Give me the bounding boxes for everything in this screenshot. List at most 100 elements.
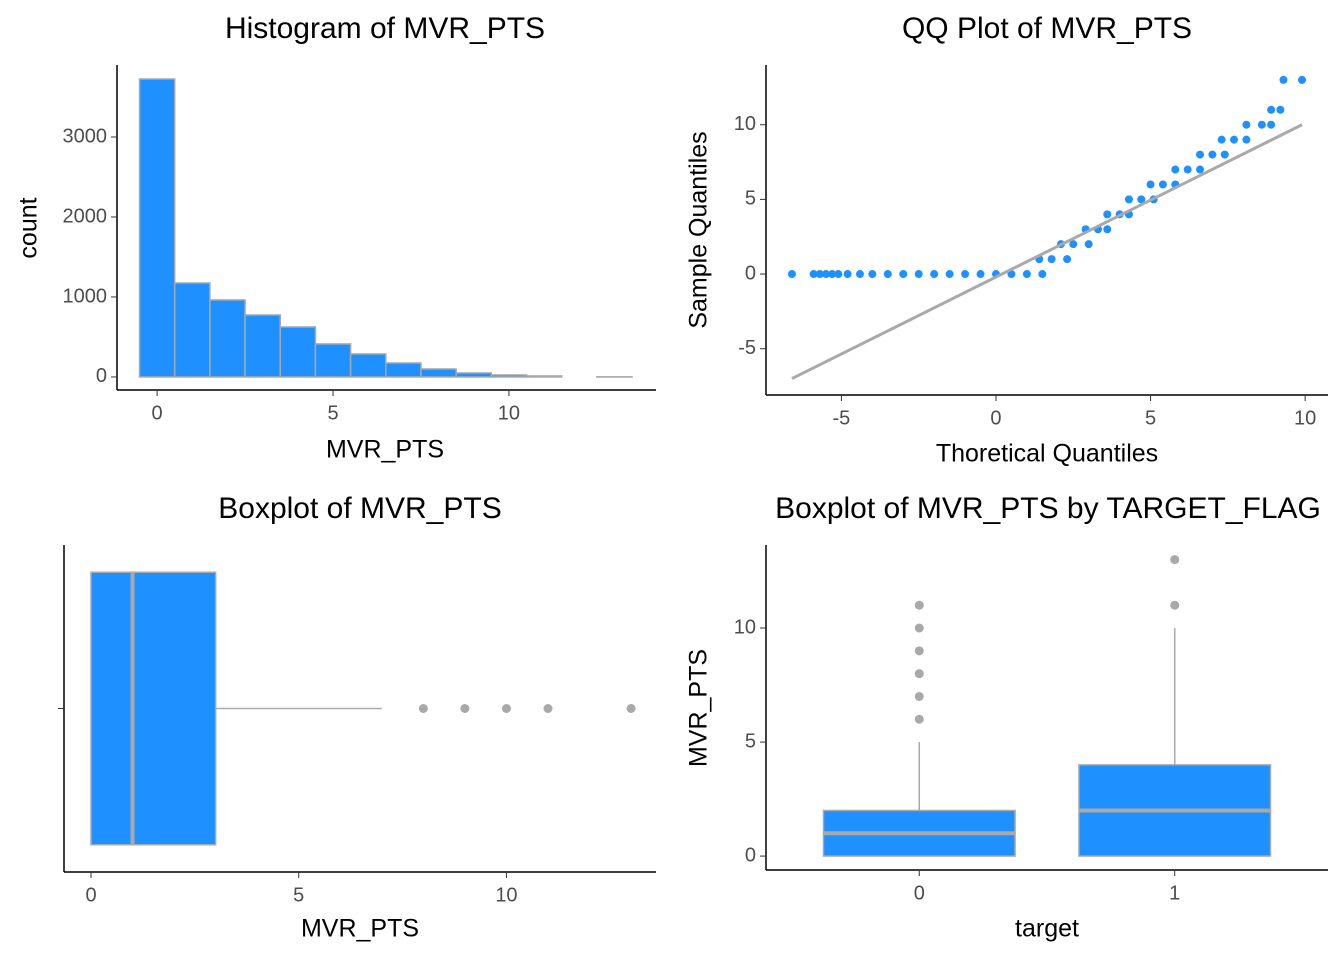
y-axis-label: count [15, 197, 43, 258]
bar [455, 372, 493, 378]
x-tick-label: 0 [990, 407, 1001, 429]
y-tick-label: 3000 [63, 125, 108, 147]
point [1183, 165, 1192, 174]
bar [173, 282, 211, 378]
outlier [1170, 555, 1180, 565]
point [815, 270, 824, 279]
y-tick-label: 0 [745, 844, 756, 866]
point [1063, 255, 1072, 264]
bar [420, 368, 457, 378]
point [1171, 165, 1180, 174]
outlier [914, 623, 924, 633]
point [1022, 270, 1031, 279]
point [1257, 120, 1266, 129]
point [1217, 135, 1226, 144]
point [1103, 210, 1112, 219]
outlier [501, 704, 511, 713]
bar [490, 374, 528, 378]
outlier [418, 704, 428, 713]
point [821, 270, 830, 279]
outlier [914, 646, 924, 656]
bar [138, 78, 176, 378]
x-axis-label: MVR_PTS [301, 915, 419, 943]
point [945, 270, 954, 279]
x-tick-label: 10 [1294, 407, 1316, 429]
bar [349, 353, 387, 378]
y-tick-label: 0 [745, 262, 756, 284]
bar [525, 375, 563, 378]
point [1242, 135, 1251, 144]
y-tick-label: 10 [734, 113, 756, 135]
x-tick-label: -5 [833, 407, 851, 429]
bar [209, 299, 246, 378]
point [1267, 105, 1276, 114]
outlier [914, 691, 924, 701]
x-axis-label: target [1015, 915, 1079, 943]
y-tick-label: 5 [745, 188, 756, 210]
point [1137, 195, 1146, 204]
y-axis-label: MVR_PTS [685, 649, 713, 767]
x-tick-label: 1 [1169, 882, 1180, 904]
y-tick-label: 0 [96, 365, 107, 387]
reference-line [791, 123, 1303, 380]
outlier [914, 600, 924, 610]
outlier [914, 714, 924, 724]
point [961, 270, 970, 279]
point [1279, 75, 1288, 84]
x-axis-label: Thoretical Quantiles [936, 440, 1158, 468]
point [1047, 255, 1056, 264]
point [1069, 240, 1078, 249]
point [1103, 225, 1112, 234]
point [1208, 150, 1217, 159]
point [1084, 240, 1093, 249]
outlier [914, 669, 924, 679]
point [1196, 150, 1205, 159]
y-axis-label: Sample Quantiles [685, 131, 713, 328]
bar [279, 326, 317, 378]
point [930, 270, 939, 279]
y-tick-label: 2000 [63, 205, 108, 227]
point [809, 270, 818, 279]
point [843, 270, 852, 279]
point [1267, 120, 1276, 129]
outlier [626, 704, 636, 713]
x-axis-label: MVR_PTS [326, 436, 444, 464]
x-tick-label: 0 [914, 882, 925, 904]
bar [385, 362, 422, 378]
outlier [460, 704, 470, 713]
point [1298, 75, 1307, 84]
point [1276, 105, 1285, 114]
point [1124, 195, 1133, 204]
point [1196, 165, 1205, 174]
point [1230, 135, 1239, 144]
chart-title: Histogram of MVR_PTS [225, 12, 545, 45]
point [868, 270, 877, 279]
y-tick-label: 5 [745, 730, 756, 752]
x-tick-label: 5 [1145, 407, 1156, 429]
point [914, 270, 923, 279]
chart-title: QQ Plot of MVR_PTS [902, 12, 1192, 45]
outlier [543, 704, 553, 713]
x-tick-label: 0 [85, 884, 96, 906]
point [1158, 180, 1167, 189]
point [976, 270, 985, 279]
box [90, 571, 217, 846]
x-tick-label: 5 [327, 402, 338, 424]
x-tick-label: 0 [152, 402, 163, 424]
point [1146, 180, 1155, 189]
chart-title: Boxplot of MVR_PTS by TARGET_FLAG [775, 492, 1321, 525]
point [834, 270, 843, 279]
outlier [1170, 600, 1180, 610]
x-tick-label: 10 [498, 402, 520, 424]
chart-title: Boxplot of MVR_PTS [218, 492, 501, 525]
point [1220, 150, 1229, 159]
bar [314, 343, 352, 378]
point [1007, 270, 1016, 279]
point [855, 270, 864, 279]
bar [244, 314, 281, 378]
point [899, 270, 908, 279]
point [883, 270, 892, 279]
y-tick-label: 10 [734, 616, 756, 638]
point [787, 270, 796, 279]
